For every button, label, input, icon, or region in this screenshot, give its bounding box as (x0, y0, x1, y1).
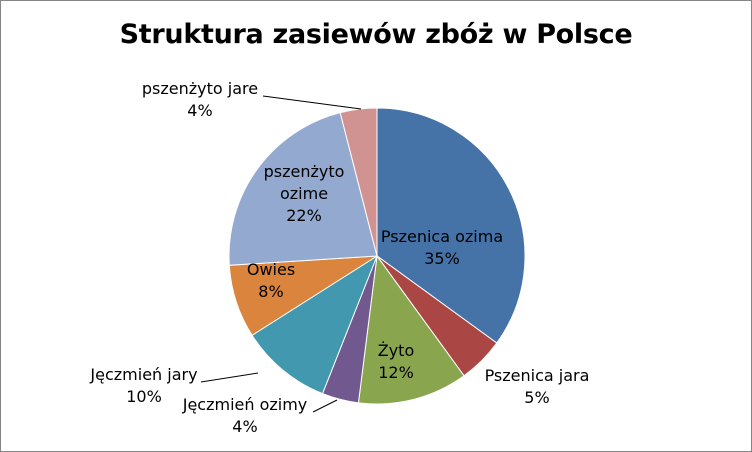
leader-line-pszenzyto-jare (262, 95, 362, 110)
slice-value-jeczmien-ozimy: 4% (232, 417, 257, 436)
slice-value-pszenzyto-ozime: 22% (286, 206, 322, 225)
chart-title: Struktura zasiewów zbóż w Polsce (119, 19, 633, 50)
pie-slice-zyto (357, 254, 465, 405)
slice-value-pszenica-ozima: 35% (424, 249, 460, 268)
slice-name-jeczmien-jary: Jęczmień jary (89, 365, 197, 384)
slice-name-pszenica-ozima: Pszenica ozima (381, 227, 503, 246)
slice-name-pszenica-jara: Pszenica jara (485, 366, 590, 385)
slice-name-pszenzyto-ozime-1: ozime (280, 184, 328, 203)
leader-line-jeczmien-ozimy (312, 399, 338, 413)
slice-name-owies: Owies (247, 260, 295, 279)
slice-name-zyto: Żyto (378, 341, 415, 360)
slice-value-pszenzyto-jare: 4% (187, 101, 212, 120)
pie-slice-pszenzyto-ozime (228, 112, 378, 266)
slice-name-jeczmien-ozimy: Jęczmień ozimy (182, 395, 308, 414)
pie-slice-pszenica-ozima (376, 107, 526, 344)
slice-name-pszenzyto-ozime-0: pszenżyto (264, 162, 345, 181)
slice-value-jeczmien-jary: 10% (126, 387, 162, 406)
leader-line-jeczmien-jary (200, 372, 259, 383)
pie-slice-pszenzyto-jare (339, 107, 378, 257)
slice-value-pszenica-jara: 5% (524, 388, 549, 407)
slice-value-zyto: 12% (378, 363, 414, 382)
slice-name-pszenzyto-jare: pszenżyto jare (142, 79, 258, 98)
slice-value-owies: 8% (258, 282, 283, 301)
pie-slice-jeczmien-jary (251, 254, 379, 395)
